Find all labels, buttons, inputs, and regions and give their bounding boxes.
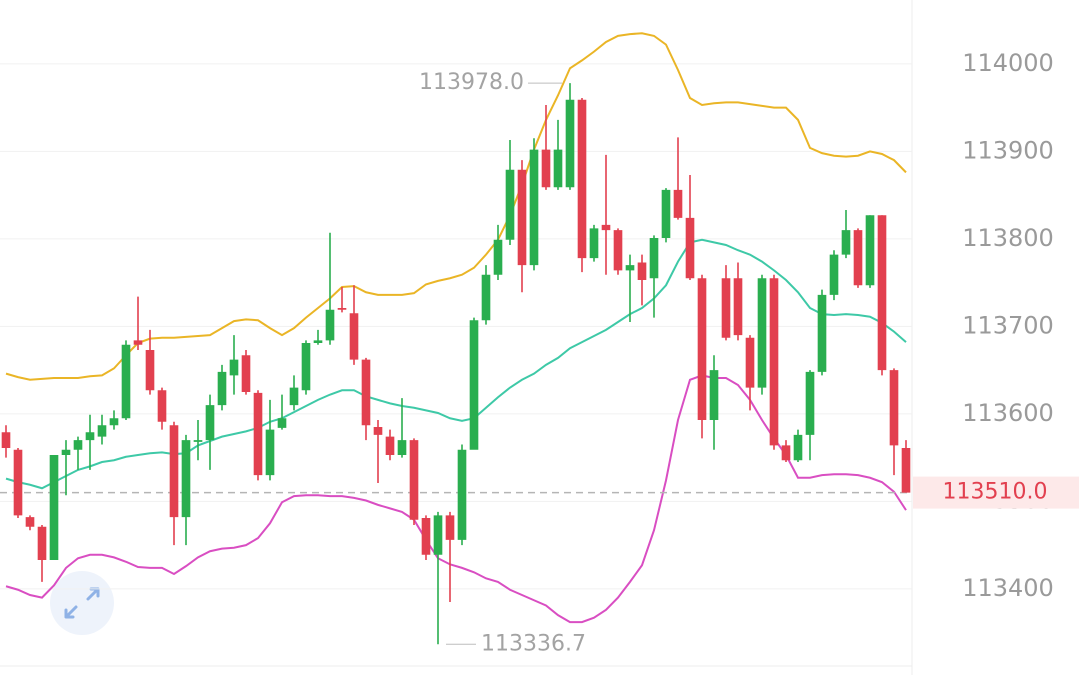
candle-body xyxy=(901,448,911,493)
candle-body xyxy=(241,355,251,392)
expand-icon[interactable] xyxy=(64,587,100,619)
candle-body xyxy=(697,278,707,420)
candle-body xyxy=(889,370,899,446)
candle-body xyxy=(349,313,359,360)
candle-body xyxy=(61,449,71,455)
price-tag-label: 113510.0 xyxy=(943,480,1048,505)
candle-body xyxy=(757,278,767,388)
candle-body xyxy=(685,217,695,279)
candle-body xyxy=(589,228,599,259)
band-line xyxy=(5,32,907,381)
candle-body xyxy=(745,337,755,388)
candle-body xyxy=(649,238,659,279)
candle-body xyxy=(313,340,323,343)
candle-body xyxy=(289,387,299,406)
candle-body xyxy=(733,278,743,336)
candle-body xyxy=(841,230,851,255)
candle-body xyxy=(229,359,239,376)
candle-body xyxy=(613,230,623,271)
candle-body xyxy=(445,515,455,540)
candle-body xyxy=(517,169,527,266)
candle-body xyxy=(73,440,83,450)
y-tick-label: 114000 xyxy=(962,49,1054,77)
candle-body xyxy=(13,449,23,516)
candle-body xyxy=(469,320,479,450)
candle-body xyxy=(781,445,791,461)
candle-body xyxy=(601,224,611,231)
candle-body xyxy=(301,343,311,391)
candle-body xyxy=(793,434,803,461)
candle-body xyxy=(1,432,11,448)
candle-body xyxy=(829,254,839,295)
candle-body xyxy=(157,390,167,422)
y-tick-label: 113900 xyxy=(962,136,1054,164)
candle-body xyxy=(505,169,515,240)
y-tick-label: 113600 xyxy=(962,399,1054,427)
candle-body xyxy=(565,99,575,188)
candle-body xyxy=(49,455,59,560)
candle-body xyxy=(541,149,551,188)
candle-body xyxy=(85,432,95,441)
candle-body xyxy=(625,265,635,271)
candle-body xyxy=(205,405,215,441)
candle-body xyxy=(37,526,47,560)
candle-body xyxy=(145,350,155,391)
y-tick-label: 113400 xyxy=(962,574,1054,602)
candle-body xyxy=(853,230,863,286)
candle-body xyxy=(385,436,395,455)
candle-body xyxy=(721,278,731,338)
candle-body xyxy=(433,515,443,555)
band-line xyxy=(5,238,907,490)
candle-body xyxy=(493,239,503,275)
candle-body xyxy=(409,440,419,520)
candle-body xyxy=(709,370,719,420)
candle-body xyxy=(769,278,779,446)
candle-body xyxy=(253,392,263,476)
candle-body xyxy=(361,359,371,426)
candle-body xyxy=(265,429,275,476)
candle-body xyxy=(805,371,815,435)
candle-body xyxy=(577,99,587,259)
y-tick-label: 113700 xyxy=(962,311,1054,339)
candle-body xyxy=(397,440,407,455)
candle-body xyxy=(637,262,647,280)
high-marker-label: 113978.0 xyxy=(419,70,524,95)
candle-body xyxy=(661,189,671,238)
candle-body xyxy=(817,294,827,372)
candle-body xyxy=(877,215,887,371)
candle-body xyxy=(109,418,119,426)
candle-body xyxy=(133,340,143,345)
candle-body xyxy=(121,344,131,419)
candle-body xyxy=(337,308,347,310)
candle-body xyxy=(865,215,875,286)
candle-body xyxy=(181,440,191,518)
candle-body xyxy=(481,274,491,321)
y-tick-label: 113800 xyxy=(962,224,1054,252)
candle-body xyxy=(277,418,287,428)
candle-body xyxy=(673,189,683,218)
candle-body xyxy=(457,449,467,540)
candle-body xyxy=(373,427,383,435)
candle-body xyxy=(421,518,431,555)
candle-body xyxy=(25,517,35,527)
expand-circle[interactable] xyxy=(50,571,114,635)
candle-body xyxy=(193,440,203,442)
expand-button[interactable] xyxy=(50,571,114,635)
candle-body xyxy=(97,425,107,437)
candle-body xyxy=(529,149,539,266)
low-marker-label: 113336.7 xyxy=(481,631,586,656)
candle-body xyxy=(553,149,563,188)
band-line xyxy=(5,374,907,624)
candle-body xyxy=(325,309,335,341)
candle-body xyxy=(217,371,227,406)
candle-body xyxy=(169,425,179,518)
price-tag xyxy=(913,476,1079,509)
